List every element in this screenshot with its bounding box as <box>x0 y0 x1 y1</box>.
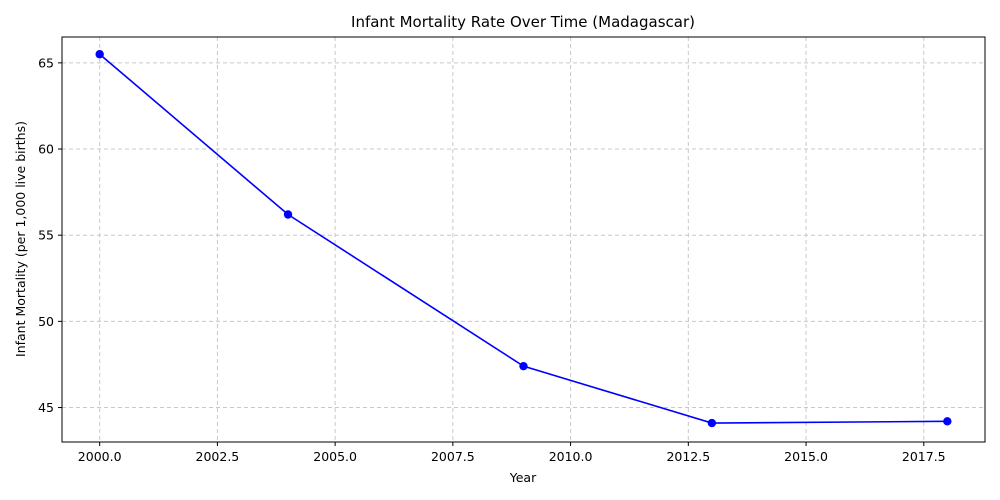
x-tick-label: 2005.0 <box>313 449 357 464</box>
y-tick-label: 60 <box>38 142 54 157</box>
series-layer <box>95 50 952 428</box>
data-point <box>943 417 952 426</box>
x-tick-label: 2007.5 <box>431 449 475 464</box>
x-tick-label: 2010.0 <box>549 449 593 464</box>
x-tick-label: 2017.5 <box>902 449 946 464</box>
data-point <box>283 210 293 219</box>
y-tick-label: 65 <box>38 55 54 70</box>
x-axis-ticks: 2000.0 2002.5 2005.0 2007.5 2010.0 2012.5 2015… <box>78 442 946 464</box>
grid <box>62 37 985 442</box>
data-point <box>519 361 528 371</box>
x-axis-label: Year <box>509 470 537 485</box>
y-axis-label: Infant Mortality (per 1,000 live births) <box>13 121 28 357</box>
y-tick-label: 55 <box>38 228 54 243</box>
y-tick-label: 50 <box>38 314 54 329</box>
x-tick-label: 2015.0 <box>784 449 828 464</box>
x-tick-label: 2012.5 <box>666 449 710 464</box>
x-tick-label: 2000.0 <box>78 449 122 464</box>
plot-frame <box>61 36 986 443</box>
data-point <box>707 418 717 428</box>
data-point <box>95 50 104 59</box>
y-axis-ticks: 45 50 55 60 65 <box>38 55 62 415</box>
x-tick-label: 2002.5 <box>196 449 240 464</box>
chart-title: Infant Mortality Rate Over Time (Madagas… <box>351 13 695 31</box>
y-tick-label: 45 <box>38 400 54 415</box>
